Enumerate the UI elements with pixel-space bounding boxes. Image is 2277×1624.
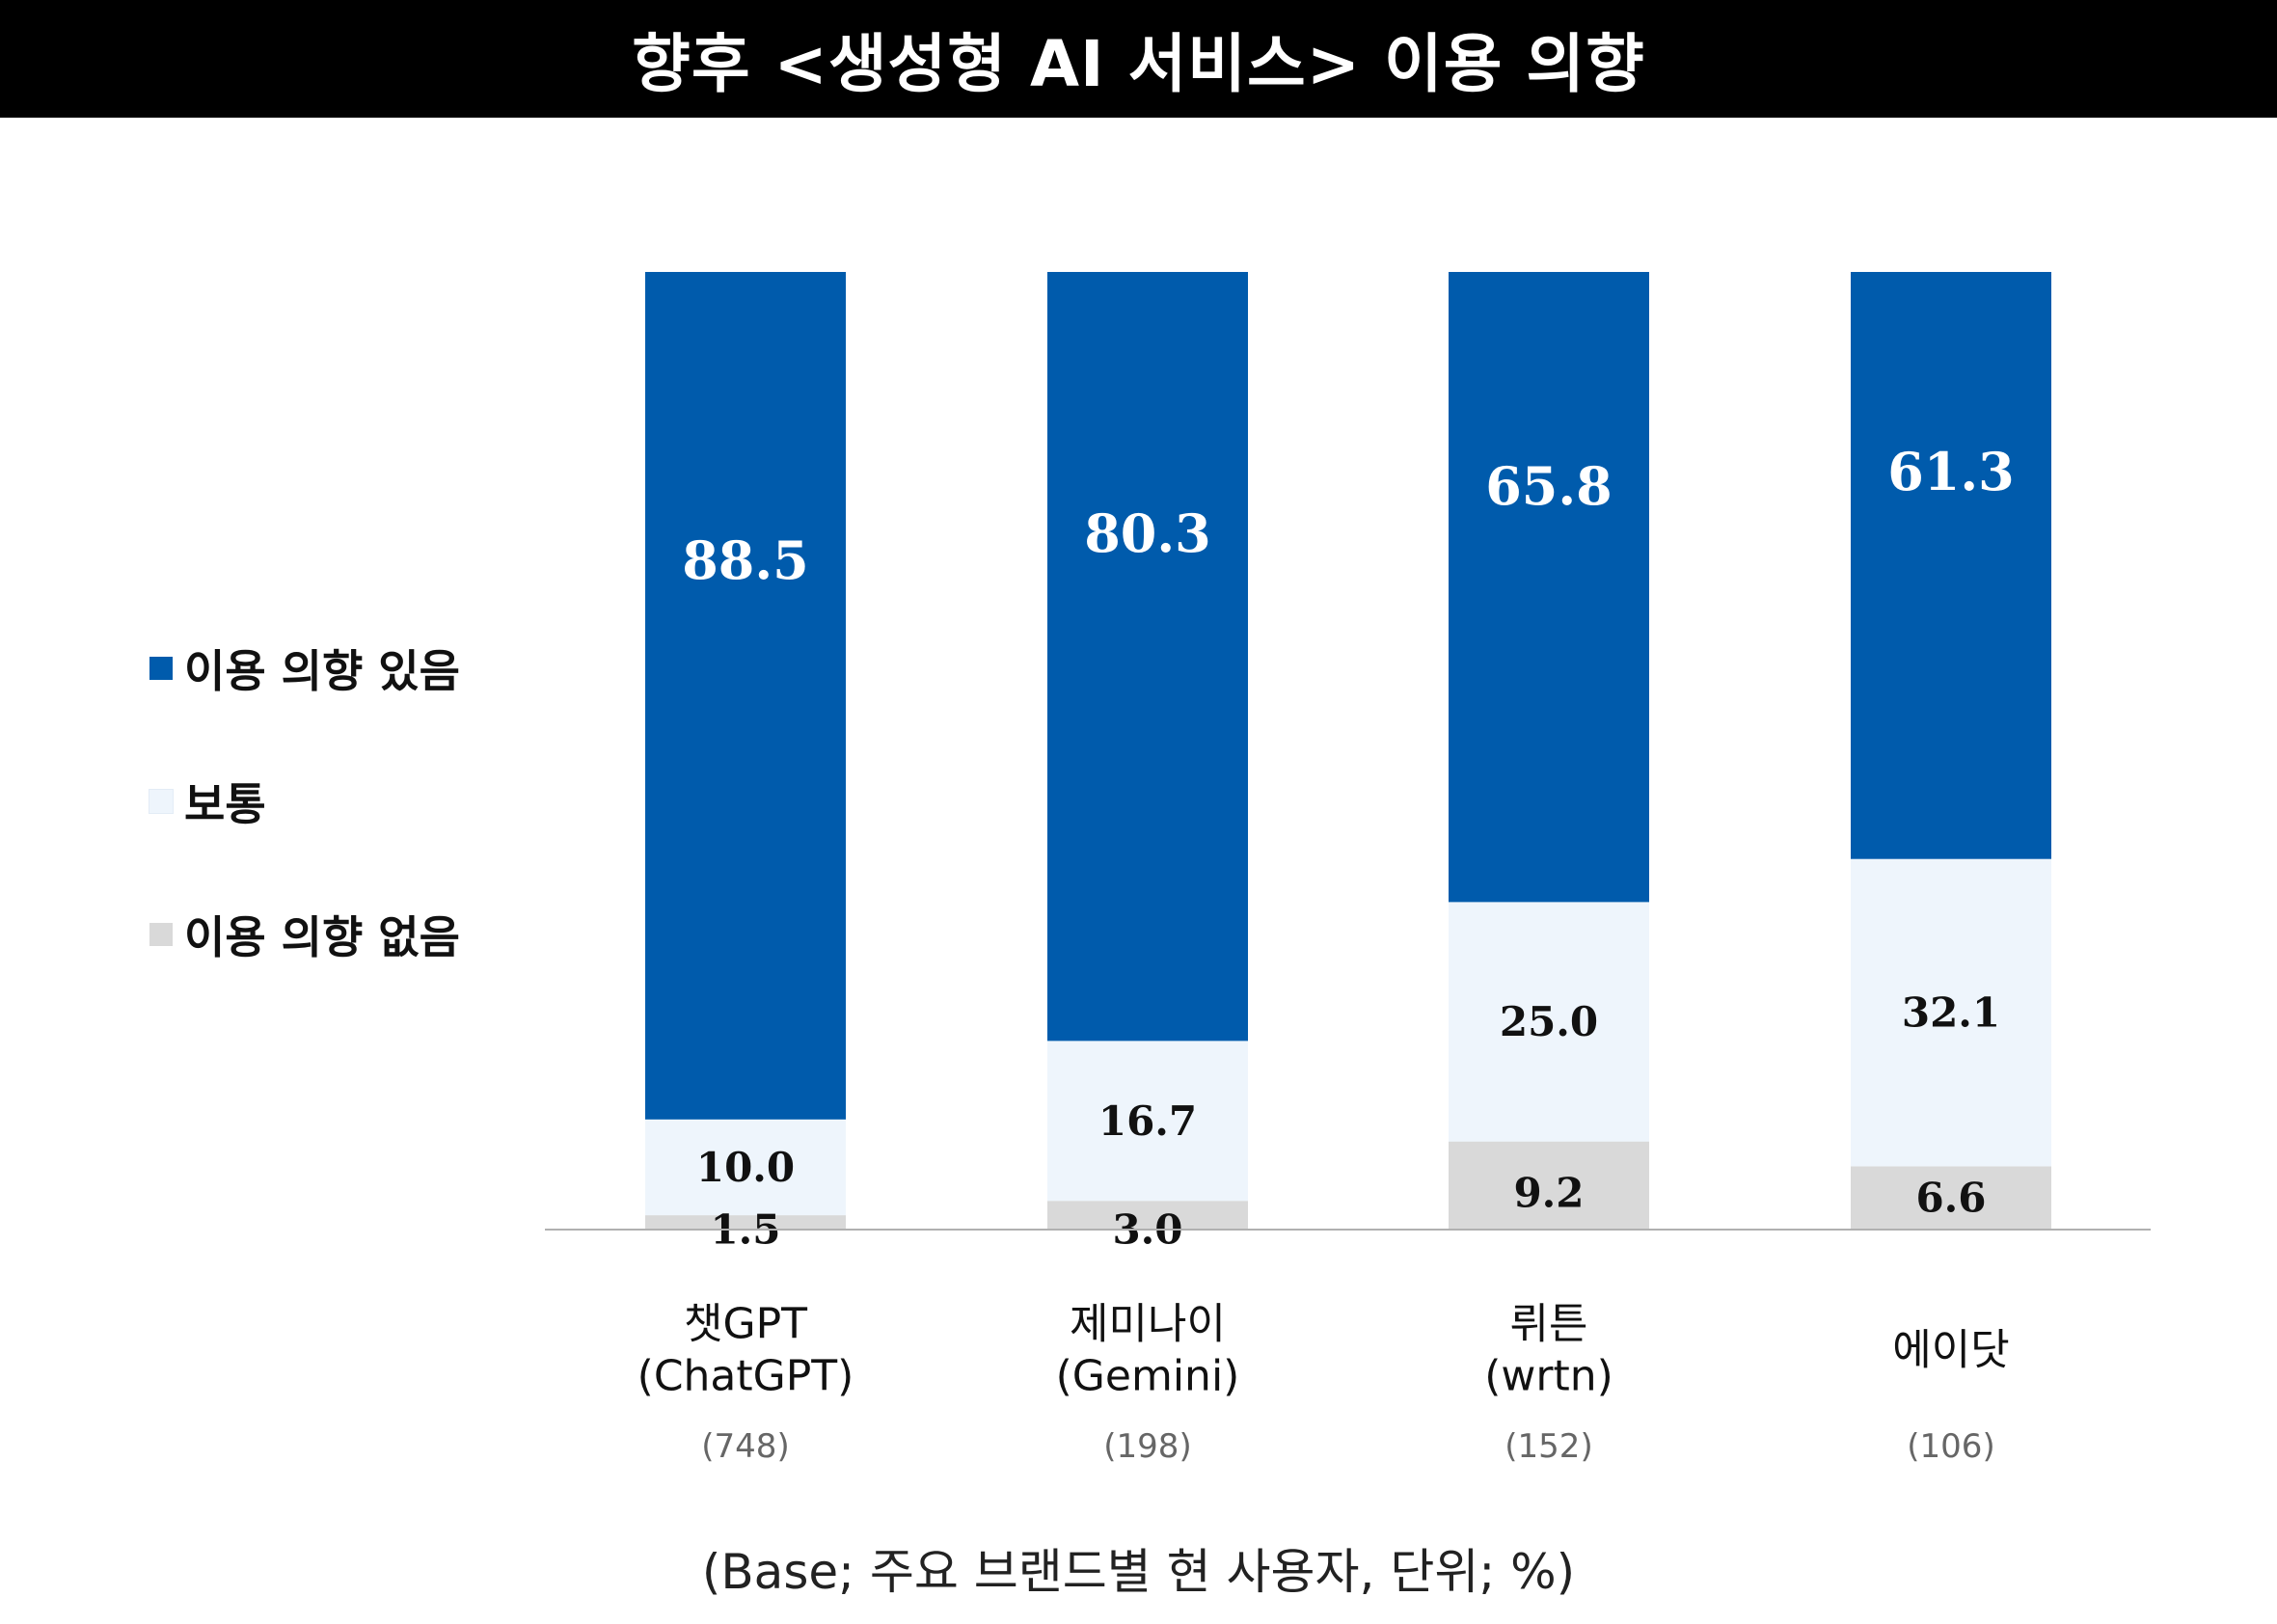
value-label-positive-1: 88.5 (682, 529, 809, 591)
bar-neutral-4 (1851, 858, 2051, 1167)
value-label-neutral-2: 16.7 (1098, 1097, 1197, 1145)
base-count-4: (106) (1907, 1427, 1994, 1466)
title-bar: 향후 <생성형 AI 서비스> 이용 의향 (0, 0, 2277, 118)
value-label-positive-4: 61.3 (1887, 441, 2015, 502)
value-label-neutral-1: 10.0 (696, 1144, 795, 1191)
bar-positive-1 (645, 272, 846, 1120)
legend-swatch-negative (149, 923, 173, 946)
bar-positive-2 (1047, 272, 1248, 1042)
value-label-negative-4: 6.6 (1915, 1175, 1986, 1222)
bar-positive-3 (1449, 272, 1649, 903)
legend-swatch-neutral (149, 789, 174, 814)
category-label-4: 에이닷 (1892, 1326, 2009, 1375)
bar-negative-2 (1047, 1201, 1248, 1230)
legend-swatch-positive (149, 657, 173, 680)
category-label-1: 챗GPT (684, 1300, 807, 1349)
legend-label-negative: 이용 의향 없음 (184, 911, 460, 963)
bar-neutral-3 (1449, 902, 1649, 1142)
bar-neutral-2 (1047, 1041, 1248, 1202)
bar-positive-4 (1851, 272, 2051, 859)
base-count-3: (152) (1504, 1427, 1592, 1466)
category-sublabel-2: (Gemini) (1056, 1352, 1240, 1401)
footnote: (Base; 주요 브랜드별 현 사용자, 단위; %) (701, 1544, 1576, 1600)
value-label-negative-3: 9.2 (1513, 1170, 1584, 1217)
bar-negative-1 (645, 1215, 846, 1230)
category-label-3: 뤼튼 (1510, 1300, 1588, 1349)
base-count-1: (748) (701, 1427, 789, 1466)
category-sublabel-1: (ChatGPT) (637, 1352, 854, 1401)
category-sublabel-3: (wrtn) (1484, 1352, 1613, 1401)
bar-neutral-1 (645, 1119, 846, 1216)
legend-item-neutral: 보통 (149, 770, 266, 833)
legend-item-negative: 이용 의향 없음 (149, 903, 460, 966)
value-label-neutral-3: 25.0 (1500, 998, 1598, 1045)
value-label-neutral-4: 32.1 (1902, 989, 2000, 1037)
legend-item-positive: 이용 의향 있음 (149, 636, 460, 700)
legend-label-neutral: 보통 (184, 778, 266, 830)
bar-negative-4 (1851, 1166, 2051, 1230)
value-label-positive-2: 80.3 (1084, 502, 1211, 564)
legend-label-positive: 이용 의향 있음 (184, 645, 460, 697)
category-label-2: 제미나이 (1070, 1300, 1226, 1349)
bar-negative-3 (1449, 1141, 1649, 1230)
value-label-positive-3: 65.8 (1485, 455, 1613, 517)
chart-title: 향후 <생성형 AI 서비스> 이용 의향 (632, 27, 1645, 101)
base-count-2: (198) (1103, 1427, 1191, 1466)
